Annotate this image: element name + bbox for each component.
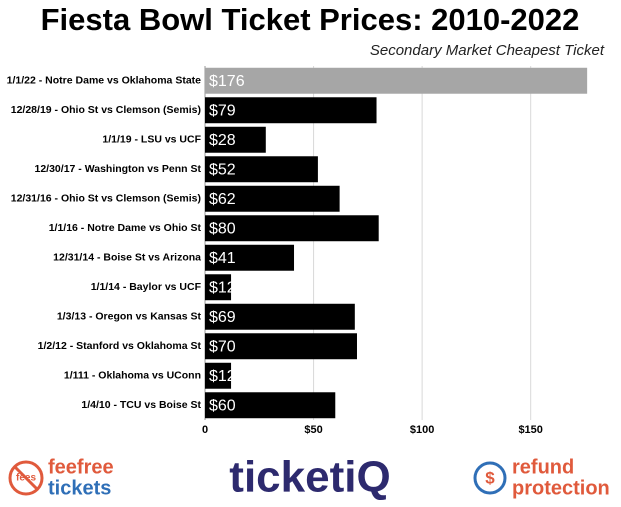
value-label: $60: [209, 397, 236, 414]
x-tick-label: 0: [202, 424, 208, 436]
value-label: $176: [209, 73, 245, 90]
bar: [205, 97, 377, 124]
y-tick-label: 1/111 - Oklahoma vs UConn: [64, 370, 201, 382]
bar: [205, 185, 340, 212]
y-tick-label: 12/31/16 - Ohio St vs Clemson (Semis): [11, 193, 201, 205]
y-tick-label: 1/4/10 - TCU vs Boise St: [81, 399, 201, 411]
bar: [205, 392, 336, 419]
x-tick-label: $150: [518, 424, 542, 436]
y-tick-label: 12/30/17 - Washington vs Penn St: [35, 163, 202, 175]
value-label: $80: [209, 220, 236, 237]
refund-text: refund: [512, 456, 574, 478]
y-tick-label: 1/1/19 - LSU vs UCF: [102, 134, 201, 146]
bar: [205, 274, 232, 301]
value-label: $70: [209, 338, 236, 355]
value-label: $79: [209, 102, 236, 119]
value-label: $41: [209, 250, 236, 267]
bar: [205, 67, 588, 94]
bar: [205, 156, 318, 183]
x-tick-label: $100: [410, 424, 434, 436]
value-label: $28: [209, 132, 236, 149]
y-tick-label: 12/28/19 - Ohio St vs Clemson (Semis): [11, 104, 201, 116]
bar: [205, 362, 232, 389]
bar: [205, 126, 266, 153]
chart-title: Fiesta Bowl Ticket Prices: 2010-2022: [41, 2, 580, 37]
fees-icon-slash: [13, 465, 39, 491]
ticketiq-logo: ticketiQ: [229, 453, 390, 502]
y-tick-label: 1/2/12 - Stanford vs Oklahoma St: [38, 340, 202, 352]
value-label: $12: [209, 279, 236, 296]
y-tick-label: 1/1/22 - Notre Dame vs Oklahoma State: [7, 75, 201, 87]
bar: [205, 215, 379, 242]
fees-icon-text: fees: [16, 473, 36, 484]
protection-text: protection: [512, 477, 610, 499]
y-tick-label: 1/1/16 - Notre Dame vs Ohio St: [49, 222, 202, 234]
bar: [205, 333, 357, 360]
refund-icon-text: $: [485, 468, 495, 487]
footer: fees feefree tickets ticketiQ $ refund p…: [8, 453, 610, 502]
tickets-text: tickets: [48, 477, 111, 499]
value-label: $62: [209, 191, 236, 208]
fees-icon: [8, 460, 44, 496]
bar: [205, 244, 295, 271]
feefree-text: feefree: [48, 456, 114, 478]
value-label: $69: [209, 309, 236, 326]
chart-subtitle: Secondary Market Cheapest Ticket: [370, 42, 605, 59]
x-tick-label: $50: [304, 424, 322, 436]
bar: [205, 303, 355, 330]
y-tick-label: 12/31/14 - Boise St vs Arizona: [53, 252, 201, 264]
refund-icon: [473, 461, 507, 495]
value-label: $52: [209, 161, 236, 178]
y-tick-label: 1/3/13 - Oregon vs Kansas St: [57, 311, 202, 323]
y-tick-label: 1/1/14 - Baylor vs UCF: [91, 281, 202, 293]
value-label: $12: [209, 368, 236, 385]
